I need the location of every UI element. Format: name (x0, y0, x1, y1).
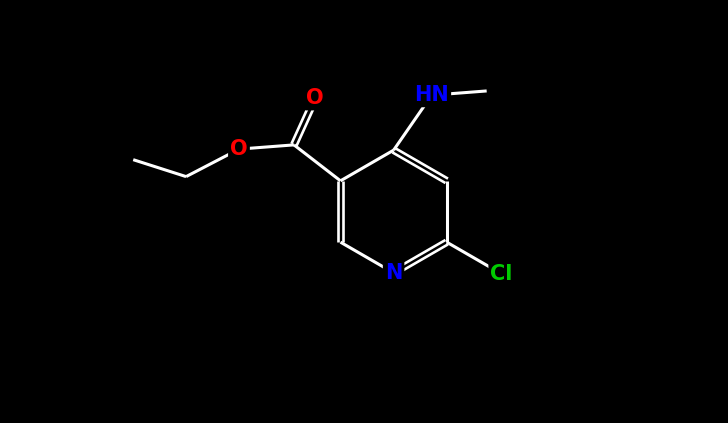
Text: O: O (230, 139, 248, 159)
Text: N: N (385, 263, 403, 283)
Text: HN: HN (414, 85, 449, 105)
Text: Cl: Cl (491, 264, 513, 284)
Text: O: O (306, 88, 324, 108)
